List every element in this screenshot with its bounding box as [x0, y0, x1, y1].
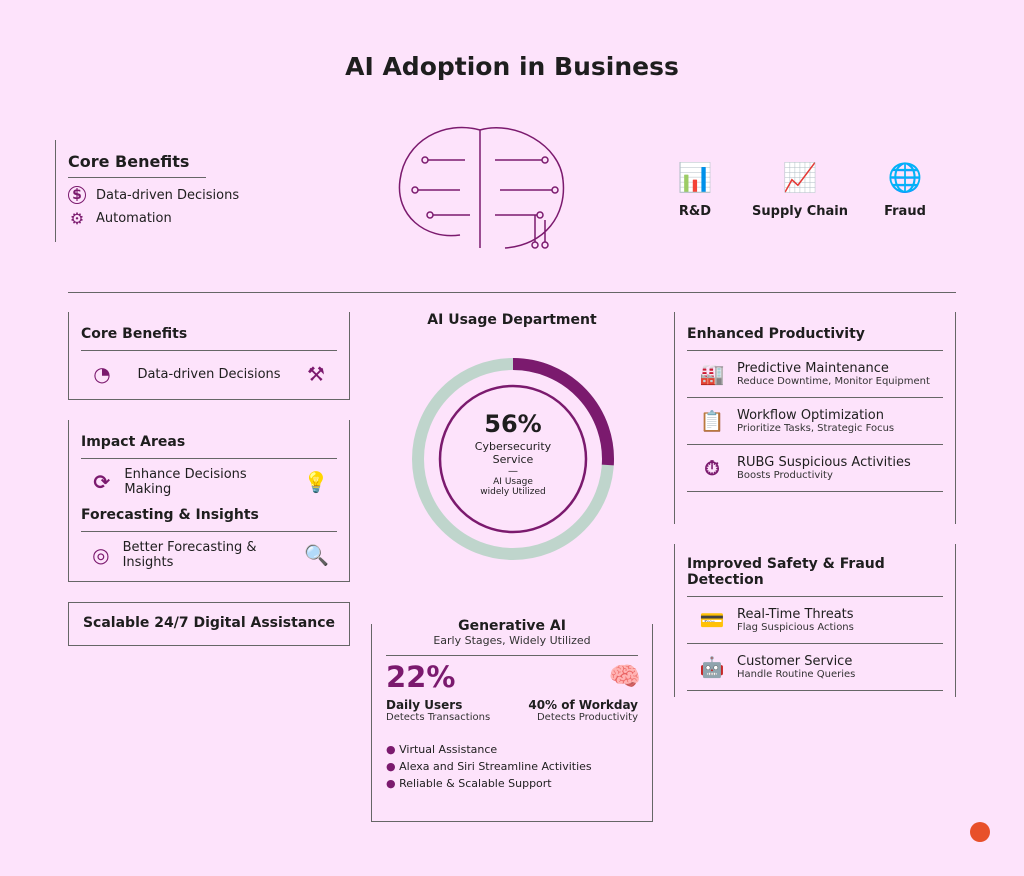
list-item: 📋 Workflow Optimization Prioritize Tasks, … [687, 398, 943, 445]
item-sub: Reduce Downtime, Monitor Equipment [737, 376, 930, 387]
stat-title: Daily Users [386, 698, 463, 712]
impact-areas-card: Impact Areas ⟳ Enhance Decisions Making 💡 … [68, 420, 350, 582]
heading: Improved Safety & Fraud Detection [687, 556, 943, 597]
stopwatch-icon: ⏱ [704, 456, 720, 480]
top-categories: 📊 R&D 📈 Supply Chain 🌐 Fraud [660, 158, 940, 220]
top-core-benefits: Core Benefits $ Data-driven Decisions ⚙ Au… [55, 140, 239, 242]
checklist-icon: 📋 [699, 409, 725, 433]
bullet: ● Reliable & Scalable Support [386, 777, 552, 790]
item-title: Predictive Maintenance [737, 361, 889, 376]
label: Better Forecasting & Insights [122, 540, 257, 570]
bullet: ● Alexa and Siri Streamline Activities [386, 760, 592, 773]
list-item: ⏱ RUBG Suspicious Activities Boosts Produc… [687, 445, 943, 492]
sub: Early Stages, Widely Utilized [433, 634, 591, 647]
label: Cybersecurity Service [474, 440, 552, 466]
item-title: Customer Service [737, 654, 853, 669]
big-percent: 22% [386, 660, 456, 694]
heading: Enhanced Productivity [687, 326, 943, 351]
label: Data-driven Decisions [137, 366, 281, 382]
bar-chart-icon: 📊 [677, 160, 713, 194]
card-icon: 💳 [699, 608, 725, 632]
dash: — [508, 466, 518, 477]
item-sub: Boosts Productivity [737, 470, 833, 481]
heading: Impact Areas [81, 434, 337, 459]
dollar-icon: $ [68, 186, 86, 204]
inner-ring [438, 384, 588, 534]
item-title: Real-Time Threats [737, 607, 854, 622]
page-title: AI Adoption in Business [345, 52, 679, 81]
donut-center: 56% Cybersecurity Service — AI Usage wid… [440, 410, 586, 497]
category-supply-chain: 📈 Supply Chain [730, 158, 870, 220]
stat-title: 40% of Workday [528, 698, 638, 712]
factory-icon: 🏭 [699, 362, 725, 386]
bullet-text: Virtual Assistance [399, 743, 498, 756]
heading: Forecasting & Insights [81, 507, 337, 532]
item-sub: Flag Suspicious Actions [737, 622, 854, 633]
stat-sub: Detects Transactions [386, 712, 491, 723]
item-sub: Handle Routine Queries [737, 669, 856, 680]
robot-icon: 🤖 [699, 655, 725, 679]
lightbulb-icon: 💡 [303, 470, 329, 494]
brain-circuit-icon [398, 126, 565, 249]
core-benefits-card: Core Benefits ◔ Data-driven Decisions ⚒ [68, 312, 350, 400]
heading: Generative AI [458, 618, 566, 634]
bullet-text: Alexa and Siri Streamline Activities [399, 760, 592, 773]
list-item: 💳 Real-Time Threats Flag Suspicious Action… [687, 597, 943, 644]
label: Supply Chain [752, 204, 848, 219]
heading: Core Benefits [68, 152, 206, 178]
digital-assistance-card: Scalable 24/7 Digital Assistance [68, 602, 350, 646]
donut-heading: AI Usage Department [427, 312, 597, 328]
label: Fraud [884, 204, 926, 219]
safety-card: Improved Safety & Fraud Detection 💳 Real-… [674, 544, 956, 697]
label: R&D [678, 204, 712, 219]
label: Enhance Decisions Making [124, 467, 247, 497]
item-sub: Prioritize Tasks, Strategic Focus [737, 423, 895, 434]
productivity-card: Enhanced Productivity 🏭 Predictive Mainte… [674, 312, 956, 524]
item-title: Workflow Optimization [737, 408, 884, 423]
item-title: RUBG Suspicious Activities [737, 455, 911, 470]
label: Data-driven Decisions [96, 187, 240, 203]
brain-icon: 🧠 [608, 662, 642, 692]
label: Automation [96, 210, 172, 226]
target-icon: ◎ [92, 543, 110, 567]
list-item: 🏭 Predictive Maintenance Reduce Downtime, … [687, 351, 943, 398]
gear-icon: ⚙ [69, 208, 85, 228]
magnifier-icon: 🔍 [304, 543, 329, 567]
growth-chart-icon: 📈 [782, 160, 818, 194]
generative-ai-card: Generative AI Early Stages, Widely Utili… [371, 618, 653, 822]
bullet: ● Virtual Assistance [386, 743, 498, 756]
bullet-text: Reliable & Scalable Support [399, 777, 552, 790]
refresh-icon: ⟳ [93, 470, 111, 494]
heading: Core Benefits [81, 326, 337, 351]
category-rnd: 📊 R&D [660, 158, 730, 220]
sub: AI Usage widely Utilized [480, 477, 546, 497]
speedometer-icon: ◔ [93, 362, 111, 386]
donut-arc [512, 358, 614, 466]
category-fraud: 🌐 Fraud [870, 158, 940, 220]
list-item: 🤖 Customer Service Handle Routine Queries [687, 644, 943, 691]
brand-logo [970, 822, 990, 842]
robot-arm-icon: ⚒ [307, 362, 325, 386]
percent: 56% [484, 410, 542, 438]
divider [68, 292, 956, 293]
globe-plane-icon: 🌐 [887, 160, 923, 194]
donut-chart [412, 358, 614, 560]
stat-sub: Detects Productivity [536, 712, 638, 723]
